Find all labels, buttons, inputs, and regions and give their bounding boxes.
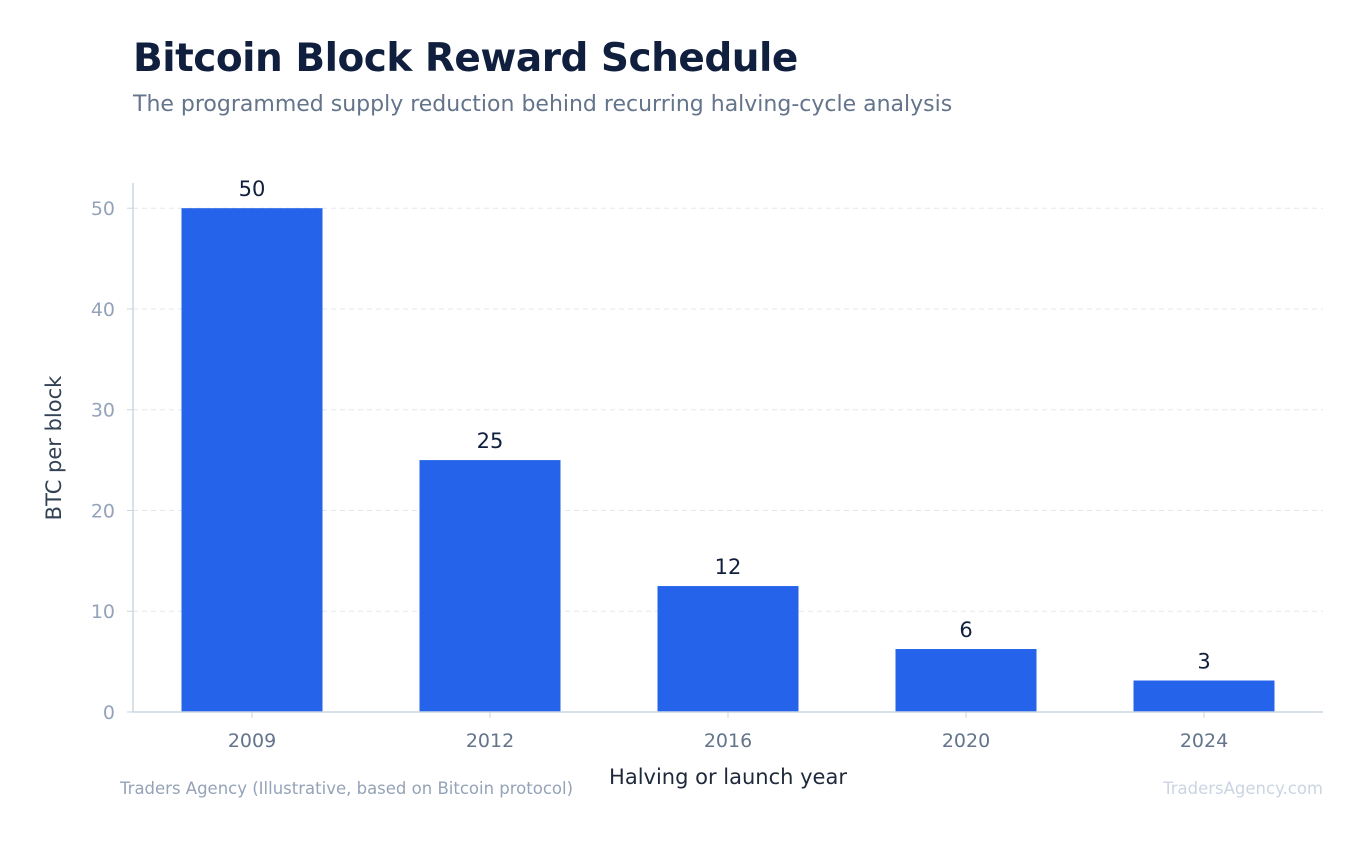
x-tick-label-2020: 2020 [942,730,990,752]
y-axis-label: BTC per block [42,375,66,520]
x-tick-label-2016: 2016 [704,730,752,752]
bars [181,208,1275,712]
x-tick-label-2024: 2024 [1180,730,1228,752]
data-label-2012: 25 [477,429,504,453]
y-tick-label: 0 [103,702,115,724]
y-tick-label: 20 [91,500,115,522]
y-tick-label: 40 [91,299,115,321]
bar-2016 [657,586,799,712]
data-label-2024: 3 [1197,650,1210,674]
chart-title: Bitcoin Block Reward Schedule [133,36,798,81]
x-axis-label: Halving or launch year [609,765,847,789]
data-label-2016: 12 [715,555,742,579]
bar-2020 [895,649,1037,712]
x-tick-label-2009: 2009 [228,730,276,752]
data-label-2020: 6 [959,618,972,642]
x-tick-label-2012: 2012 [466,730,514,752]
brand-link[interactable]: TradersAgency.com [1163,779,1323,798]
source-note: Traders Agency (Illustrative, based on B… [120,779,574,798]
data-label-2009: 50 [239,177,266,201]
bar-2012 [419,460,561,712]
bar-2024 [1133,680,1275,712]
chart-subtitle: The programmed supply reduction behind r… [133,92,953,117]
y-tick-label: 50 [91,198,115,220]
y-tick-label: 30 [91,400,115,422]
bar-2009 [181,208,323,712]
y-tick-label: 10 [91,601,115,623]
data-labels: 50 25 12 6 3 [239,177,1211,673]
axes: 0 10 20 30 40 50 2009 2012 2016 2020 2024 [91,183,1323,752]
